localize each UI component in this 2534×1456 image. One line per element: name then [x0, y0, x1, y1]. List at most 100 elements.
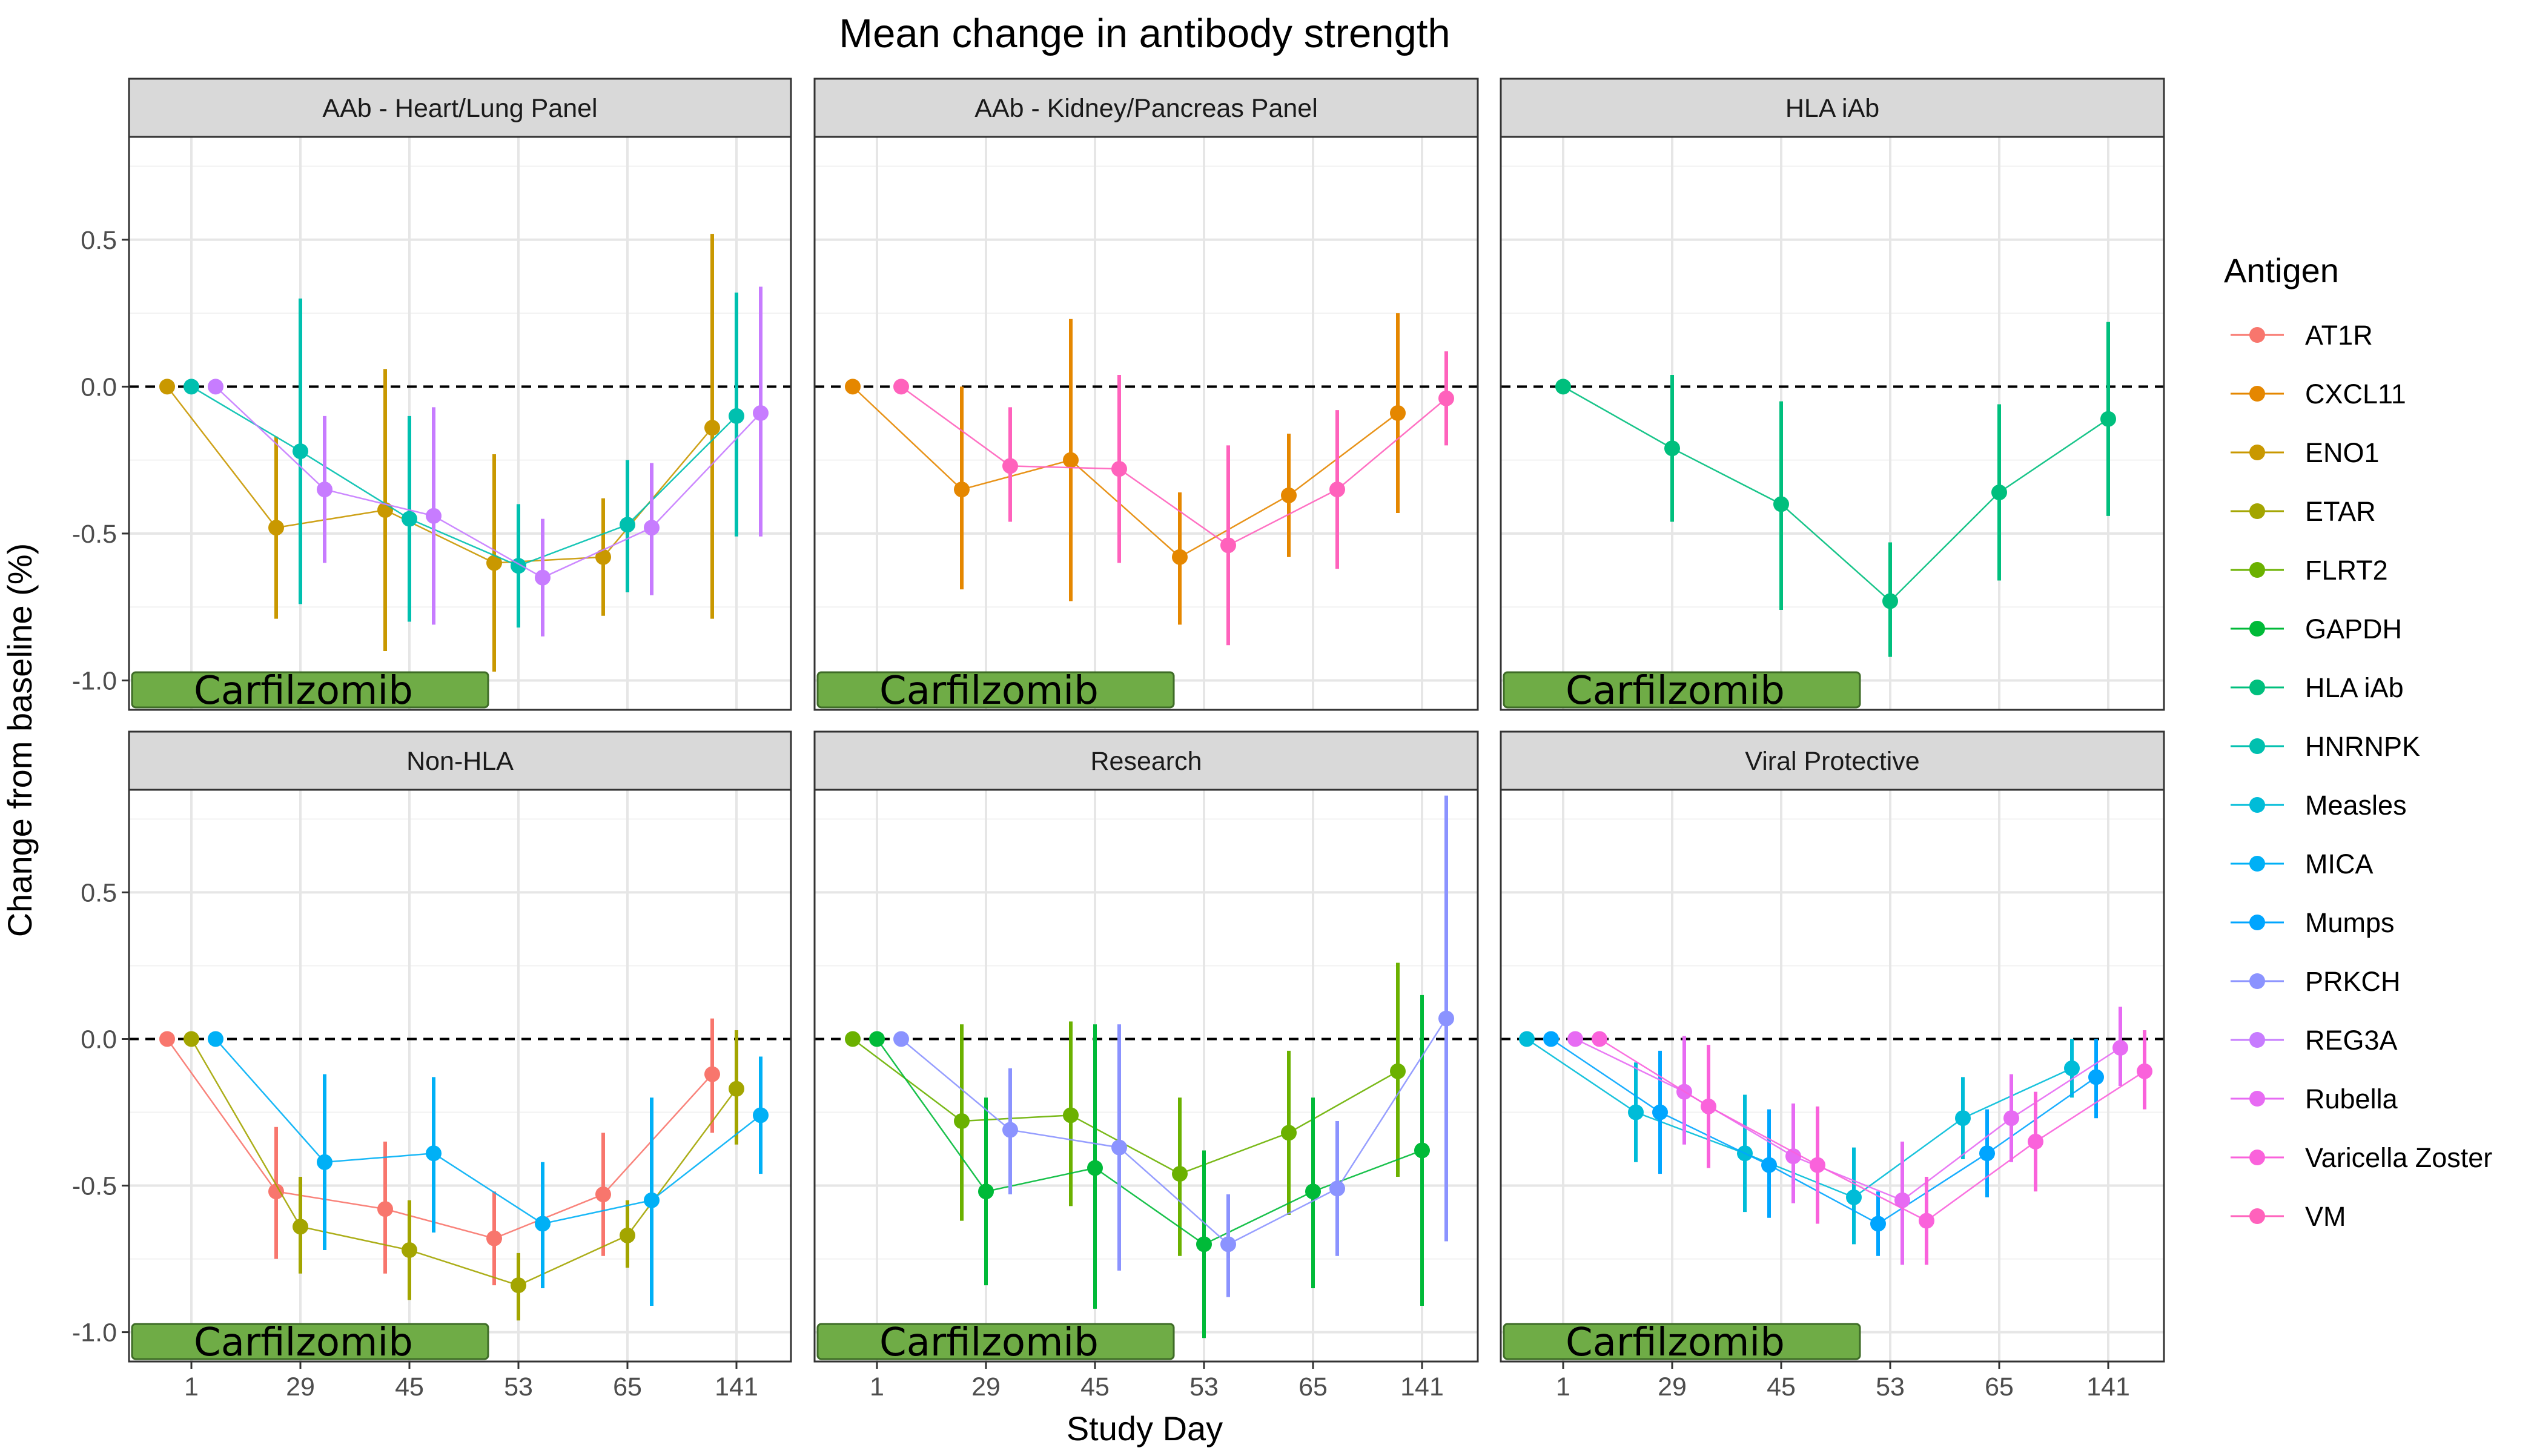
data-point [1281, 1125, 1297, 1141]
data-point [753, 1107, 769, 1123]
data-point [1979, 1145, 1995, 1162]
y-tick-label: 0.5 [81, 226, 117, 255]
series-line [167, 386, 713, 564]
data-point [1555, 379, 1571, 395]
facet-strip-label: Viral Protective [1745, 747, 1919, 776]
panel-border [1500, 136, 2165, 711]
panel-background [1501, 137, 2164, 710]
facet-panel: AAb - Kidney/Pancreas Panel Carfilzomib [813, 78, 1479, 713]
legend-key-point [2249, 562, 2265, 578]
legend-key-point [2249, 1208, 2265, 1224]
series-line [191, 386, 737, 567]
data-point [1955, 1110, 1971, 1127]
series-line [1550, 1038, 2097, 1225]
data-point [184, 1031, 199, 1047]
legend-label: Mumps [2305, 907, 2395, 938]
data-point [208, 379, 223, 395]
data-point [1438, 390, 1454, 406]
y-tick-label: -0.5 [72, 1172, 117, 1201]
legend-key-point [2249, 973, 2265, 989]
figure-title: Mean change in antibody strength [839, 11, 1450, 56]
legend-entry: HNRNPK [2231, 731, 2420, 762]
data-point [1592, 1031, 1607, 1047]
data-point [954, 481, 970, 498]
legend-entry: FLRT2 [2231, 555, 2388, 586]
legend-label: VM [2305, 1201, 2346, 1232]
panel-border [1500, 789, 2165, 1363]
x-tick-label: 65 [1298, 1372, 1328, 1401]
legend-entry: Rubella [2231, 1084, 2398, 1114]
x-tick-label: 141 [1400, 1372, 1444, 1401]
legend-label: REG3A [2305, 1025, 2398, 1056]
x-tick-label: 29 [1658, 1372, 1687, 1401]
data-point [1172, 1166, 1188, 1182]
legend-entry: REG3A [2231, 1025, 2398, 1056]
legend-label: FLRT2 [2305, 555, 2388, 586]
data-point [1111, 1139, 1127, 1156]
series-line [166, 1038, 713, 1239]
data-point [1305, 1183, 1321, 1200]
series [184, 1030, 744, 1321]
legend-entry: ETAR [2231, 496, 2376, 527]
carfilzomib-tag-label: Carfilzomib [194, 669, 413, 713]
x-tick-label: 1 [870, 1372, 884, 1401]
data-point [268, 1183, 284, 1200]
legend-label: Rubella [2305, 1084, 2398, 1114]
series [208, 286, 769, 637]
legend-entry: MICA [2231, 849, 2374, 879]
x-tick-label: 45 [1767, 1372, 1796, 1401]
data-point [1664, 440, 1680, 457]
legend-entry: HLA iAb [2231, 672, 2404, 703]
series-line [215, 386, 761, 579]
carfilzomib-tag [816, 671, 1175, 709]
x-tick-label: 29 [971, 1372, 1001, 1401]
data-point [1002, 458, 1018, 474]
data-point [317, 1154, 332, 1170]
x-tick-label: 1 [1556, 1372, 1570, 1401]
data-point [1761, 1157, 1777, 1173]
data-point [1652, 1104, 1668, 1120]
legend-label: HLA iAb [2305, 672, 2404, 703]
legend-key-point [2249, 856, 2265, 872]
legend-title: Antigen [2224, 251, 2339, 290]
facet-strip [1500, 730, 2165, 791]
panel-background [129, 137, 791, 710]
y-tick-label: -1.0 [72, 1319, 117, 1348]
legend-entry: PRKCH [2231, 966, 2401, 997]
data-point [644, 520, 660, 536]
data-point [1063, 1107, 1079, 1123]
data-point [869, 1031, 885, 1047]
legend-entry: AT1R [2231, 320, 2373, 351]
panel-border [813, 789, 1479, 1363]
data-point [620, 1227, 635, 1243]
legend-label: Varicella Zoster [2305, 1142, 2492, 1173]
data-point [2088, 1069, 2104, 1085]
y-tick-label: -1.0 [72, 666, 117, 695]
carfilzomib-tag-label: Carfilzomib [879, 669, 1099, 713]
data-point [1846, 1189, 1862, 1205]
data-point [184, 379, 199, 395]
legend: Antigen AT1R CXCL11 ENO1 ETAR FLRT2 GAPDH HLA i… [2224, 251, 2492, 1232]
carfilzomib-tag [816, 1323, 1175, 1360]
series [159, 1018, 720, 1286]
data-point [426, 508, 442, 524]
carfilzomib-tag [1503, 1323, 1861, 1360]
data-point [293, 1219, 308, 1235]
data-point [2100, 411, 2116, 427]
data-point [644, 1192, 660, 1208]
data-point [1390, 1063, 1406, 1079]
legend-label: MICA [2305, 849, 2374, 879]
series-line [1563, 386, 2109, 603]
data-point [704, 1066, 720, 1082]
data-point [893, 1031, 909, 1047]
data-point [729, 1080, 744, 1097]
data-point [1329, 1180, 1345, 1197]
facet-strip [1500, 78, 2165, 138]
series-line [1599, 1038, 2145, 1222]
series-line [1526, 1038, 2073, 1199]
data-point [595, 549, 611, 565]
series-line [901, 386, 1447, 546]
x-tick-label: 53 [504, 1372, 533, 1401]
series [159, 234, 720, 672]
data-point [1111, 461, 1127, 477]
